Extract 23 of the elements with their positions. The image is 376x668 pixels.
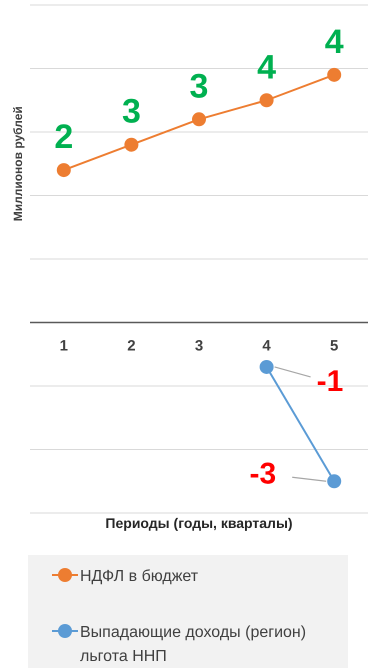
point [124,138,138,152]
data-label: -1 [316,364,344,398]
point [260,360,274,374]
x-tick-label: 1 [60,338,68,354]
x-tick-label: 5 [330,338,338,354]
point [260,93,274,108]
point [56,163,71,178]
data-label: -3 [250,457,276,490]
data-label: 3 [190,67,208,106]
data-label: 2 [54,118,74,156]
x-tick-label: 3 [194,338,204,354]
legend-label: НДФЛ в бюджет [80,568,199,585]
point [192,112,206,126]
legend-label: Выпадающие доходы (регион) льгота ННП [80,624,306,665]
x-tick-label: 2 [127,338,136,354]
point [327,68,342,82]
data-label: 4 [257,48,276,86]
point [327,474,342,488]
x-axis-title: Периоды (годы, кварталы) [105,515,293,531]
data-label: 3 [122,92,141,131]
data-label: 4 [324,22,344,61]
y-axis-title: Миллионов рублей [11,106,25,222]
x-tick-label: 4 [262,338,272,354]
